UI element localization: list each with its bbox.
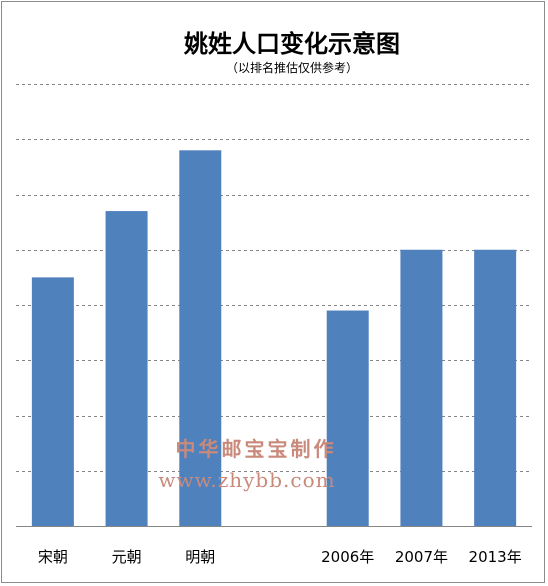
watermark-url: www.zhybb.com xyxy=(158,468,335,492)
gridlines xyxy=(16,84,532,472)
bar xyxy=(474,249,517,526)
bar xyxy=(326,310,369,526)
x-tick-label: 明朝 xyxy=(185,548,215,566)
bar xyxy=(179,150,222,527)
bar xyxy=(31,277,74,526)
chart-title: 姚姓人口变化示意图 xyxy=(183,29,400,58)
watermark-title: 中华邮宝宝制作 xyxy=(176,437,337,461)
x-tick-label: 2007年 xyxy=(395,548,448,566)
bar xyxy=(400,249,443,526)
bars xyxy=(31,150,517,527)
chart-subtitle: （以排名推估仅供参考） xyxy=(226,60,358,75)
x-tick-label: 宋朝 xyxy=(38,548,68,566)
x-tick-label: 元朝 xyxy=(112,548,142,566)
x-tick-label: 2013年 xyxy=(469,548,522,566)
x-tick-label: 2006年 xyxy=(321,548,374,566)
bar xyxy=(105,211,148,526)
category-labels: 宋朝 元朝 明朝 2006年 2007年 2013年 xyxy=(38,548,522,566)
